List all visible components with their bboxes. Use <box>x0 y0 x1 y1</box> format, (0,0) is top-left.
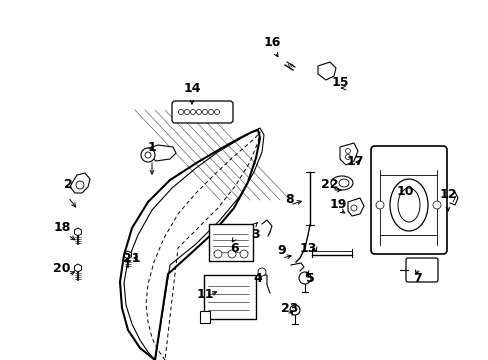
Text: 1: 1 <box>147 141 156 154</box>
Circle shape <box>141 148 155 162</box>
Circle shape <box>76 181 84 189</box>
Text: 7: 7 <box>413 271 422 284</box>
Circle shape <box>214 109 219 114</box>
Ellipse shape <box>397 188 419 222</box>
Text: 10: 10 <box>395 185 413 198</box>
Circle shape <box>190 109 195 114</box>
FancyBboxPatch shape <box>200 311 209 323</box>
Text: 15: 15 <box>330 76 348 89</box>
FancyBboxPatch shape <box>405 258 437 282</box>
Circle shape <box>214 250 222 258</box>
Text: 18: 18 <box>53 221 71 234</box>
Text: 12: 12 <box>438 189 456 202</box>
Circle shape <box>345 154 350 159</box>
Ellipse shape <box>330 176 352 190</box>
Circle shape <box>298 272 310 284</box>
Text: 21: 21 <box>123 252 141 265</box>
Circle shape <box>240 250 247 258</box>
Ellipse shape <box>338 179 348 187</box>
Ellipse shape <box>389 179 427 231</box>
Polygon shape <box>74 264 81 272</box>
Text: 20: 20 <box>53 261 71 274</box>
Polygon shape <box>317 62 335 80</box>
Circle shape <box>202 109 207 114</box>
FancyBboxPatch shape <box>208 224 252 261</box>
Circle shape <box>178 109 183 114</box>
FancyBboxPatch shape <box>370 146 446 254</box>
Text: 6: 6 <box>230 242 239 255</box>
Polygon shape <box>347 198 363 216</box>
FancyBboxPatch shape <box>172 101 232 123</box>
FancyBboxPatch shape <box>203 275 256 319</box>
Text: 3: 3 <box>250 229 259 242</box>
Text: 2: 2 <box>63 179 72 192</box>
Text: 5: 5 <box>305 271 314 284</box>
Polygon shape <box>74 228 81 236</box>
Circle shape <box>196 109 201 114</box>
Text: 14: 14 <box>183 81 201 94</box>
Circle shape <box>289 305 299 315</box>
Polygon shape <box>339 143 357 165</box>
Circle shape <box>184 109 189 114</box>
Circle shape <box>432 201 440 209</box>
Circle shape <box>345 148 350 153</box>
Polygon shape <box>124 251 131 259</box>
Text: 17: 17 <box>346 156 363 168</box>
Text: 11: 11 <box>196 288 213 301</box>
Polygon shape <box>142 145 176 161</box>
Circle shape <box>350 205 356 211</box>
Circle shape <box>227 250 236 258</box>
Text: 9: 9 <box>277 243 286 256</box>
Text: 8: 8 <box>285 193 294 207</box>
Text: 4: 4 <box>253 271 262 284</box>
Text: 16: 16 <box>263 36 280 49</box>
Circle shape <box>208 109 213 114</box>
Text: 13: 13 <box>299 242 316 255</box>
Text: 22: 22 <box>321 179 338 192</box>
Polygon shape <box>70 173 90 193</box>
Circle shape <box>258 268 265 276</box>
Text: 23: 23 <box>281 301 298 315</box>
Circle shape <box>375 201 383 209</box>
Text: 19: 19 <box>328 198 346 211</box>
